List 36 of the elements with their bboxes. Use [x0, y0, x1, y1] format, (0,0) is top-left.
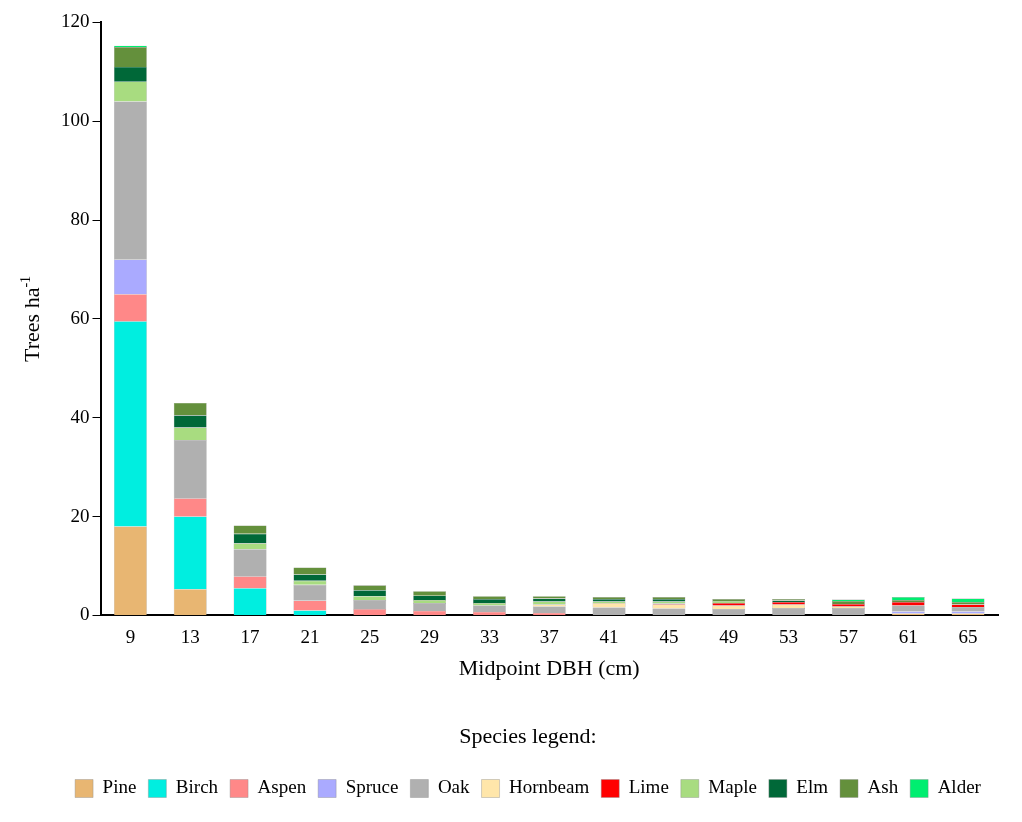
x-tick-label: 41: [599, 625, 619, 647]
y-tick-label: 80: [70, 208, 90, 230]
x-tick-label: 21: [300, 625, 320, 647]
x-tick-label: 29: [420, 625, 440, 647]
x-tick-label: 57: [838, 625, 858, 647]
y-tick-label: 60: [70, 306, 90, 328]
x-tick-label: 53: [779, 625, 799, 647]
x-tick-label: 25: [360, 625, 380, 647]
legend-label: Lime: [628, 776, 669, 798]
x-tick-label: 61: [898, 625, 918, 647]
legend-label: Alder: [937, 776, 982, 798]
legend-label: Oak: [437, 776, 471, 798]
x-tick-label: 9: [125, 625, 136, 647]
legend-label: Pine: [102, 776, 137, 798]
y-tick-label: 20: [70, 504, 90, 526]
y-axis-title: Trees ha-1: [17, 275, 44, 362]
x-tick-label: 45: [659, 625, 679, 647]
legend-label: Elm: [796, 776, 829, 798]
x-tick-label: 13: [180, 625, 200, 647]
y-tick-label: 120: [61, 10, 90, 32]
legend-label: Birch: [175, 776, 219, 798]
x-tick-label: 65: [958, 625, 978, 647]
x-axis-title: Midpoint DBH (cm): [458, 655, 640, 681]
legend-label: Spruce: [345, 776, 399, 798]
y-tick-label: 40: [70, 405, 90, 427]
legend-label: Hornbeam: [509, 776, 590, 798]
x-tick-label: 33: [479, 625, 499, 647]
x-tick-label: 17: [240, 625, 260, 647]
legend-label: Ash: [867, 776, 899, 798]
y-tick-label: 100: [61, 109, 90, 131]
legend-label: Aspen: [257, 776, 307, 798]
y-tick-label: 0: [80, 603, 90, 625]
x-tick-label: 37: [539, 625, 559, 647]
legend-title: Species legend:: [459, 723, 597, 749]
legend-label: Maple: [708, 776, 757, 798]
x-tick-label: 49: [719, 625, 739, 647]
